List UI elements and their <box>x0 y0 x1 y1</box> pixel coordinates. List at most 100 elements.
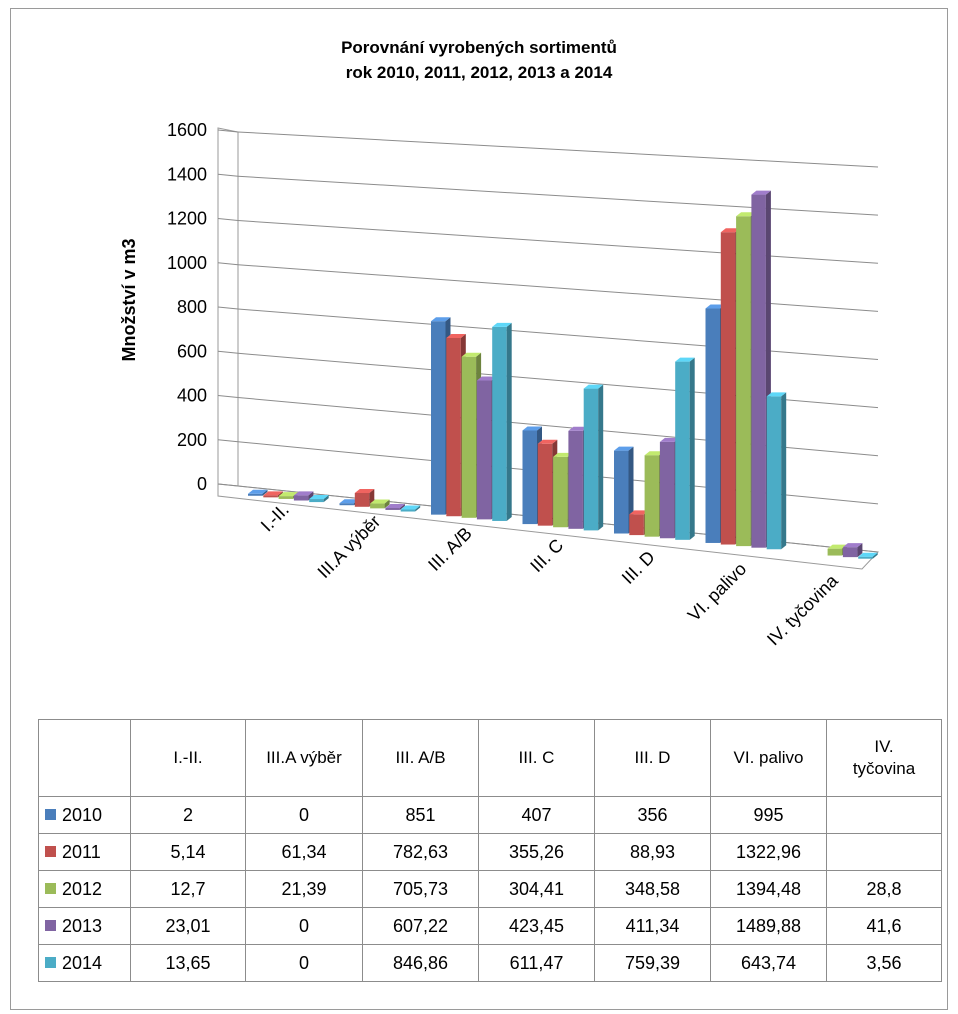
x-tick-label: III. C <box>526 535 567 576</box>
chart-plot: 0 200 400 600 800 1000 1200 1400 1600 I.-II. III.… <box>119 120 880 649</box>
table-cell: 0 <box>245 907 363 945</box>
y-axis-label: Množství v m3 <box>119 238 139 361</box>
bar-top <box>614 446 634 451</box>
table-cell <box>826 796 942 834</box>
bar-front <box>553 456 568 528</box>
bar-front <box>492 326 507 521</box>
bar-top <box>370 499 390 504</box>
bar-front <box>522 430 537 525</box>
table-cell: 0 <box>245 796 363 834</box>
bar-front <box>370 503 385 509</box>
bar-top <box>858 552 878 557</box>
bar-side <box>323 495 329 503</box>
bar-front <box>842 547 858 558</box>
table-cell: 304,41 <box>478 870 595 908</box>
y-tick-label: 1400 <box>167 164 207 184</box>
bar-front <box>385 507 400 510</box>
table-cell: 21,39 <box>245 870 363 908</box>
bar-2014-3 <box>583 384 604 531</box>
gridline <box>237 308 879 360</box>
bar-top <box>583 384 604 389</box>
bar-front <box>629 514 644 536</box>
bar-side <box>262 489 268 496</box>
y-tick-label: 1200 <box>167 209 207 229</box>
table-cell: 356 <box>594 796 711 834</box>
bar-top <box>842 543 863 548</box>
bar-top <box>339 499 359 504</box>
table-cell: 88,93 <box>594 833 711 871</box>
bar-top <box>827 544 848 549</box>
gridline <box>217 262 239 266</box>
bar-front <box>568 430 583 529</box>
legend-label: 2012 <box>62 878 103 899</box>
legend-swatch <box>45 883 56 895</box>
table-cell: 2 <box>130 796 246 834</box>
table-cell: 782,63 <box>362 833 479 871</box>
table-cell: 423,45 <box>478 907 595 945</box>
bar-front <box>736 216 751 547</box>
bar-top <box>766 392 787 397</box>
bar-side <box>308 491 314 501</box>
bar-top <box>385 503 405 508</box>
y-tick-label: 400 <box>177 386 207 406</box>
bar-top <box>736 212 756 217</box>
table-cell: 0 <box>245 944 363 982</box>
bar-top <box>431 317 451 322</box>
bar-front <box>309 499 324 503</box>
bar-top <box>644 451 665 456</box>
table-row: 2014 13,65 0 846,86 611,47 759,39 643,74 3,56 <box>38 944 942 982</box>
table-cell: 643,74 <box>710 944 827 982</box>
bar-front <box>675 361 690 540</box>
legend-label: 2010 <box>62 804 103 825</box>
table-cell: 759,39 <box>594 944 711 982</box>
gridline <box>217 306 239 310</box>
bar-front <box>293 495 309 501</box>
gridline <box>217 129 239 133</box>
table-cell: 41,6 <box>826 907 942 945</box>
bar-side <box>399 503 405 510</box>
bar-top <box>553 452 573 457</box>
bar-top <box>354 488 375 493</box>
bar-2014-0 <box>309 495 329 503</box>
y-tick-label: 200 <box>177 430 207 450</box>
bar-front <box>644 455 660 537</box>
table-cell: 851 <box>362 796 479 834</box>
table-body: 2010 2 0 851 407 356 995 2011 5,14 61,34 782,63 355… <box>38 796 942 982</box>
bar-2014-6 <box>858 552 878 559</box>
bar-front <box>537 443 553 526</box>
x-tick-label: III.A výběr <box>314 511 385 582</box>
table-cell: 5,14 <box>130 833 246 871</box>
bar-2013-1 <box>385 503 405 510</box>
gridline <box>217 395 239 398</box>
legend-swatch <box>45 846 56 858</box>
table-header-cell: III.A výběr <box>245 719 363 797</box>
bar-top <box>705 304 725 309</box>
bar-front <box>476 380 492 520</box>
bar-top <box>629 510 649 515</box>
table-cell: 1322,96 <box>710 833 827 871</box>
bar-front <box>339 503 354 506</box>
gridline <box>237 175 879 216</box>
bar-front <box>461 356 477 518</box>
bar-front <box>431 321 446 515</box>
bar-side <box>857 543 863 558</box>
table-cell: 61,34 <box>245 833 363 871</box>
bar-2014-5 <box>766 392 787 550</box>
table-cell: 3,56 <box>826 944 942 982</box>
bar-2014-2 <box>492 322 512 521</box>
bar-front <box>400 509 416 512</box>
table-cell: 12,7 <box>130 870 246 908</box>
table-cell: 705,73 <box>362 870 479 908</box>
chart-title: Porovnání vyrobených sortimentů <box>341 38 617 57</box>
y-tick-label: 600 <box>177 341 207 361</box>
legend-swatch <box>45 957 56 969</box>
table-cell <box>826 833 942 871</box>
bar-side <box>506 322 512 521</box>
bar-front <box>263 495 278 498</box>
table-header-cell: III. A/B <box>362 719 479 797</box>
bar-top <box>751 190 771 195</box>
table-row: 2012 12,7 21,39 705,73 304,41 348,58 1394,48 28… <box>38 870 942 908</box>
table-header-cell: III. D <box>594 719 711 797</box>
table-header-cell: VI. palivo <box>710 719 827 797</box>
table-header-cell: III. C <box>478 719 595 797</box>
